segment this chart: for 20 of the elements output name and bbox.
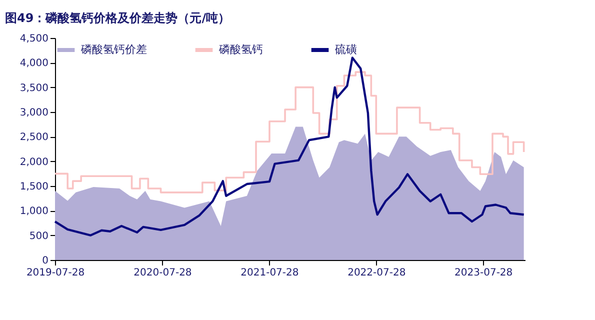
x-tick-label: 2021-07-28 xyxy=(240,268,299,278)
y-tick-label: 2,000 xyxy=(20,156,48,168)
legend-label: 磷酸氢钙价差 xyxy=(80,43,147,56)
x-tick-label: 2019-07-28 xyxy=(26,268,85,278)
x-tick-label: 2022-07-28 xyxy=(348,268,406,278)
legend-label: 磷酸氢钙 xyxy=(218,43,263,56)
y-tick-label: 2,500 xyxy=(20,132,48,144)
y-tick-label: 0 xyxy=(42,256,48,266)
x-tick-label: 2023-07-28 xyxy=(454,268,513,278)
y-tick-label: 1,000 xyxy=(20,206,48,218)
y-tick-label: 4,000 xyxy=(20,58,48,70)
y-tick-label: 3,500 xyxy=(20,82,48,94)
y-tick-label: 3,000 xyxy=(20,108,48,118)
chart-title: 图49：磷酸氢钙价格及价差走势（元/吨） xyxy=(5,11,230,25)
legend-label: 硫磺 xyxy=(335,43,357,56)
y-tick-label: 4,500 xyxy=(20,34,48,44)
y-tick-label: 1,500 xyxy=(20,182,48,192)
y-tick-label: 500 xyxy=(29,230,48,242)
x-tick-label: 2020-07-28 xyxy=(134,268,192,278)
line-series xyxy=(54,56,525,236)
